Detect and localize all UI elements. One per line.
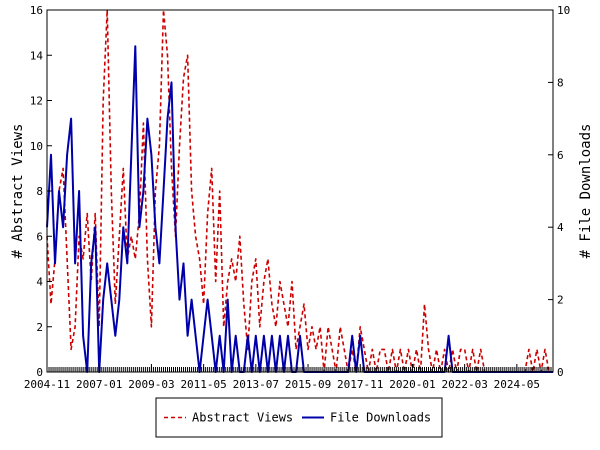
- legend: Abstract Views File Downloads: [155, 397, 443, 438]
- left-y-tick-label: 6: [36, 230, 43, 243]
- left-y-tick-label: 8: [36, 185, 43, 198]
- left-axis-title: # Abstract Views: [10, 124, 26, 259]
- x-tick-label: 2011-05: [180, 378, 226, 391]
- right-y-tick-label: 6: [557, 149, 564, 162]
- right-y-tick-label: 8: [557, 76, 564, 89]
- right-y-tick-label: 10: [557, 4, 570, 17]
- x-tick-label: 2024-05: [494, 378, 540, 391]
- left-y-tick-label: 0: [36, 366, 43, 379]
- legend-box: [155, 397, 443, 438]
- x-tick-label: 2009-03: [128, 378, 174, 391]
- left-y-tick-label: 2: [36, 321, 43, 334]
- right-axis-title: # File Downloads: [578, 124, 594, 259]
- right-y-tick-label: 4: [557, 221, 564, 234]
- left-y-tick-label: 12: [30, 95, 43, 108]
- x-minor-ticks: [46, 367, 554, 372]
- axis-layer: 2004-11 2007-01 2009-03 2011-05 2013-07 2015-…: [10, 4, 594, 391]
- legend-label: Abstract Views: [192, 411, 293, 425]
- left-y-tick-label: 4: [36, 276, 43, 289]
- x-tick-label: 2020-01: [389, 378, 435, 391]
- x-tick-label: 2004-11: [24, 378, 70, 391]
- left-y-tick-label: 14: [30, 49, 44, 62]
- x-tick-label: 2013-07: [233, 378, 279, 391]
- legend-label: File Downloads: [330, 411, 431, 425]
- right-y-tick-label: 0: [557, 366, 564, 379]
- x-tick-label: 2007-01: [76, 378, 122, 391]
- x-tick-label: 2022-03: [441, 378, 487, 391]
- left-y-tick-label: 10: [30, 140, 43, 153]
- x-tick-label: 2017-11: [337, 378, 383, 391]
- right-y-tick-label: 2: [557, 294, 564, 307]
- left-y-tick-label: 16: [30, 4, 43, 17]
- x-tick-label: 2015-09: [285, 378, 331, 391]
